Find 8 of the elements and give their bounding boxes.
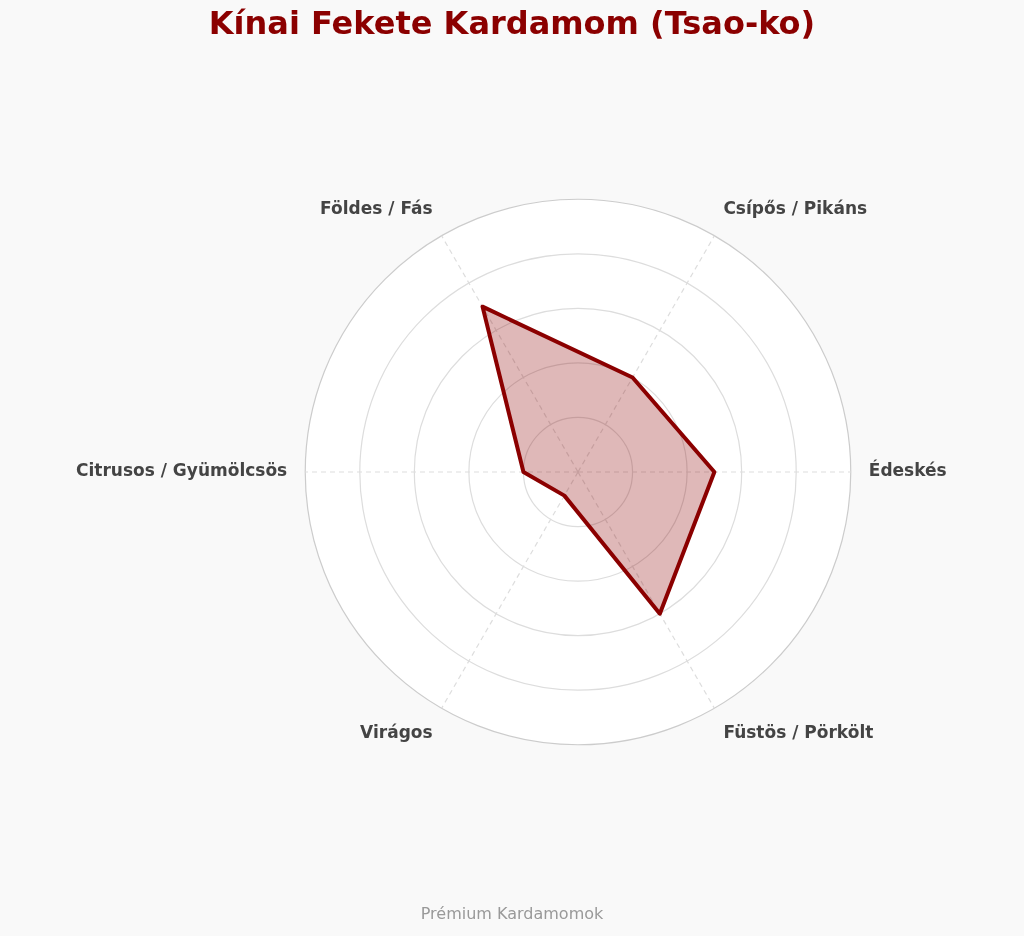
text: Prémium Kardamomok bbox=[419, 904, 605, 923]
spoke-label: Virágos bbox=[360, 722, 433, 743]
spoke-label: Citrusos / Gyümölcsös bbox=[76, 460, 288, 481]
spoke-label: Földes / Fás bbox=[320, 198, 433, 219]
spoke-label: Édeskés bbox=[868, 459, 947, 481]
spoke-label: Füstös / Pörkölt bbox=[723, 722, 874, 743]
spoke-label: Csípős / Pikáns bbox=[723, 198, 868, 219]
chart-title: Kínai Fekete Kardamom (Tsao-ko) bbox=[208, 3, 816, 42]
